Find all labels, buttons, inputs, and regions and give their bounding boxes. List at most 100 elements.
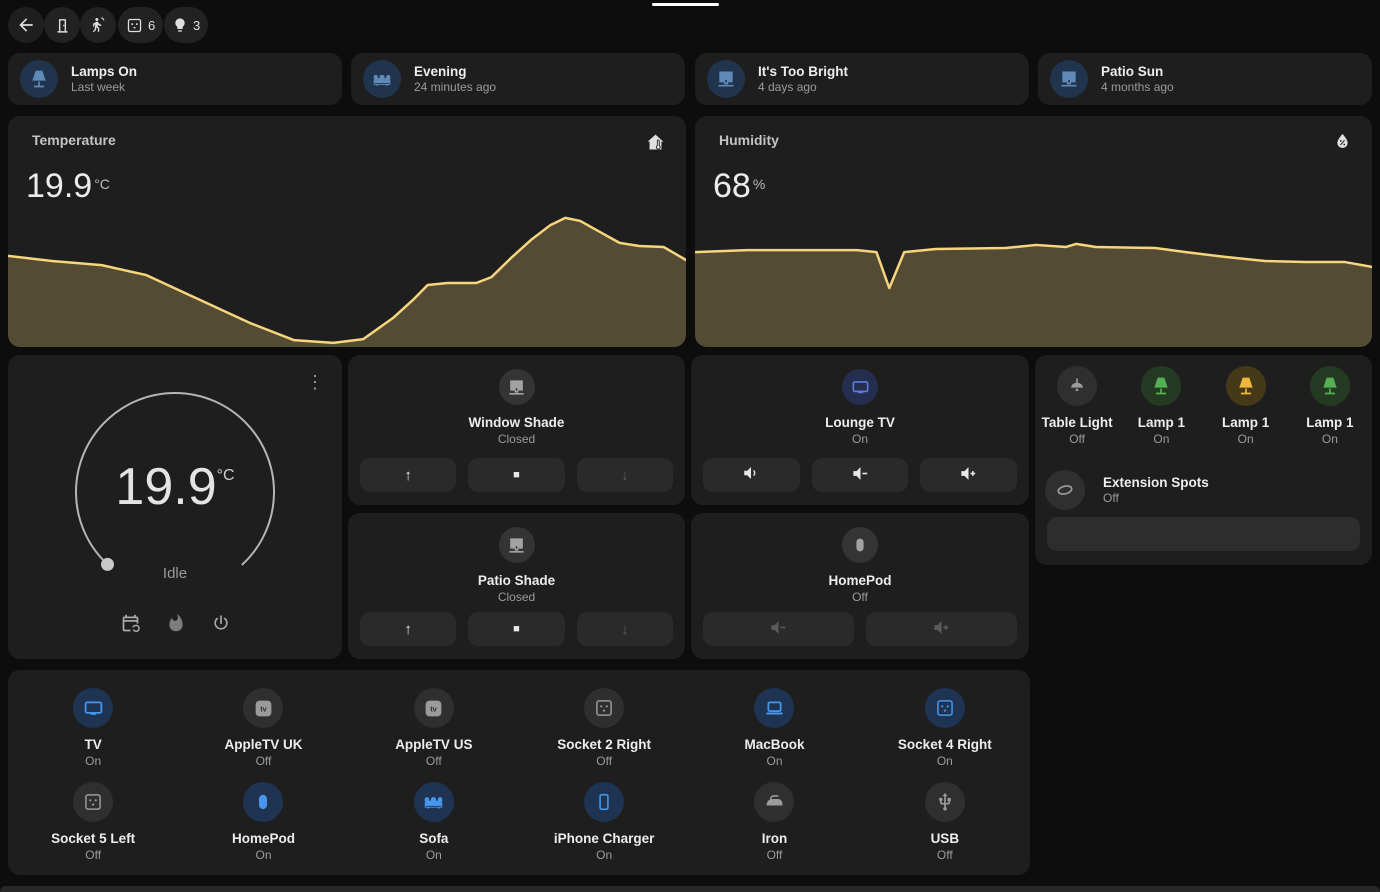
light-tile-lamp1-c[interactable]: Lamp 1 On — [1288, 366, 1372, 446]
light-state: On — [1321, 432, 1338, 446]
cover-open-button[interactable]: ↑ — [360, 612, 457, 646]
roller-shade-icon — [1050, 60, 1088, 98]
tv-icon — [73, 688, 114, 728]
thermostat-dial[interactable]: 19.9°C Idle — [70, 387, 280, 633]
mute-button[interactable] — [703, 458, 800, 492]
door-sensor-chip[interactable] — [44, 7, 80, 43]
roller-shade-icon — [707, 60, 745, 98]
device-state: Off — [425, 754, 442, 768]
thermostat-card[interactable]: ⋮ 19.9°C Idle — [8, 355, 342, 659]
cover-close-button[interactable]: ↓ — [576, 458, 673, 492]
iphone-icon — [584, 781, 625, 822]
device-state: Off — [85, 847, 102, 862]
scene-name: It's Too Bright — [758, 64, 848, 79]
cover-stop-button[interactable]: ■ — [468, 458, 565, 492]
device-state: Off — [596, 754, 613, 768]
temperature-value: 19.9 °C — [26, 167, 110, 205]
active-tab-indicator[interactable] — [652, 3, 719, 6]
temperature-sensor-card[interactable]: Temperature 19.9 °C — [8, 116, 686, 347]
device-tile-appletv-uk[interactable]: tv AppleTV UK Off — [178, 680, 348, 774]
homepod-media-card[interactable]: HomePod Off — [691, 513, 1029, 659]
device-tile-appletv-us[interactable]: tv AppleTV US Off — [349, 680, 519, 774]
humidity-card-title: Humidity — [719, 132, 779, 148]
cover-open-button[interactable]: ↑ — [360, 458, 457, 492]
thermostat-status: Idle — [162, 565, 188, 582]
device-name: Socket 2 Right — [557, 737, 652, 752]
ceiling-light-icon — [1057, 366, 1098, 406]
homepod-icon[interactable] — [842, 527, 878, 563]
tv-icon[interactable] — [842, 369, 878, 405]
scene-card-patio-sun[interactable]: Patio Sun 4 months ago — [1038, 53, 1372, 105]
power-socket-icon — [584, 688, 625, 728]
scene-card-its-too-bright[interactable]: It's Too Bright 4 days ago — [695, 53, 1029, 105]
media-name: HomePod — [828, 573, 892, 588]
power-socket-icon — [73, 781, 114, 822]
lights-chip[interactable]: 3 — [164, 7, 209, 43]
device-state: On — [936, 754, 953, 768]
volume-down-button[interactable] — [811, 458, 909, 492]
roller-shade-icon[interactable] — [498, 527, 535, 563]
motion-sensor-icon — [89, 16, 107, 34]
media-state: Off — [852, 590, 868, 604]
device-tile-macbook[interactable]: MacBook On — [689, 680, 859, 774]
iron-icon — [754, 781, 795, 822]
thermostat-unit: °C — [216, 467, 235, 484]
device-name: HomePod — [231, 830, 295, 846]
heat-mode-icon[interactable] — [166, 613, 186, 639]
home-thermometer-icon — [645, 132, 666, 158]
device-state: Off — [936, 847, 953, 862]
more-options-icon[interactable]: ⋮ — [306, 372, 324, 392]
usb-icon — [924, 781, 965, 822]
device-name: TV — [84, 737, 102, 752]
lightbulb-icon — [172, 17, 188, 33]
sockets-chip[interactable]: 6 — [118, 7, 164, 43]
brightness-slider[interactable] — [1047, 517, 1360, 551]
device-tile-tv[interactable]: TV On — [8, 680, 178, 774]
patio-shade-card[interactable]: Patio Shade Closed ↑ ■ ↓ — [348, 513, 685, 659]
schedule-mode-icon[interactable] — [120, 613, 141, 639]
power-off-mode-icon[interactable] — [211, 613, 231, 639]
dial-handle[interactable] — [101, 557, 114, 571]
device-tile-homepod[interactable]: HomePod On — [178, 774, 348, 868]
volume-down-button[interactable] — [703, 612, 854, 646]
apple-tv-icon: tv — [243, 688, 284, 728]
device-tile-iphone-charger[interactable]: iPhone Charger On — [519, 774, 689, 868]
light-name: Lamp 1 — [1137, 415, 1185, 430]
motion-sensor-chip[interactable] — [80, 7, 116, 43]
stop-icon: ■ — [513, 623, 520, 635]
scene-card-evening[interactable]: Evening 24 minutes ago — [351, 53, 685, 105]
power-socket-icon — [924, 688, 965, 728]
device-tile-socket-2-right[interactable]: Socket 2 Right Off — [519, 680, 689, 774]
media-name: Lounge TV — [825, 415, 895, 430]
volume-up-button[interactable] — [920, 458, 1018, 492]
scene-name: Evening — [414, 64, 467, 79]
cover-stop-button[interactable]: ■ — [468, 612, 565, 646]
topbar: 6 3 — [0, 0, 1380, 50]
homepod-icon — [243, 781, 284, 822]
scene-card-lamps-on[interactable]: Lamps On Last week — [8, 53, 342, 105]
apple-tv-icon: tv — [413, 688, 454, 728]
light-tile-table-light[interactable]: Table Light Off — [1035, 366, 1119, 446]
device-tile-usb[interactable]: USB Off — [860, 774, 1030, 868]
device-name: Socket 4 Right — [897, 737, 992, 752]
arrow-up-icon: ↑ — [404, 620, 412, 638]
volume-up-button[interactable] — [866, 612, 1017, 646]
roller-shade-icon[interactable] — [498, 369, 535, 405]
device-tile-sofa[interactable]: Sofa On — [349, 774, 519, 868]
svg-text:tv: tv — [431, 704, 438, 713]
light-tile-lamp1-a[interactable]: Lamp 1 On — [1119, 366, 1203, 446]
lights-card: Table Light Off Lamp 1 On Lamp 1 On Lamp… — [1035, 355, 1372, 565]
window-shade-card[interactable]: Window Shade Closed ↑ ■ ↓ — [348, 355, 685, 505]
cover-close-button[interactable]: ↓ — [576, 612, 673, 646]
lounge-tv-card[interactable]: Lounge TV On — [691, 355, 1029, 505]
thermostat-temperature: 19.9°C — [115, 458, 235, 516]
humidity-sensor-card[interactable]: Humidity 68% — [695, 116, 1372, 347]
stop-icon: ■ — [513, 469, 520, 481]
device-tile-socket-5-left[interactable]: Socket 5 Left Off — [8, 774, 178, 868]
device-tile-iron[interactable]: Iron Off — [689, 774, 859, 868]
light-tile-lamp1-b[interactable]: Lamp 1 On — [1204, 366, 1288, 446]
light-state: Off — [1069, 432, 1086, 446]
back-button[interactable] — [8, 7, 44, 43]
device-tile-socket-4-right[interactable]: Socket 4 Right On — [860, 680, 1030, 774]
extension-spots-row[interactable]: Extension Spots Off — [1035, 446, 1372, 510]
